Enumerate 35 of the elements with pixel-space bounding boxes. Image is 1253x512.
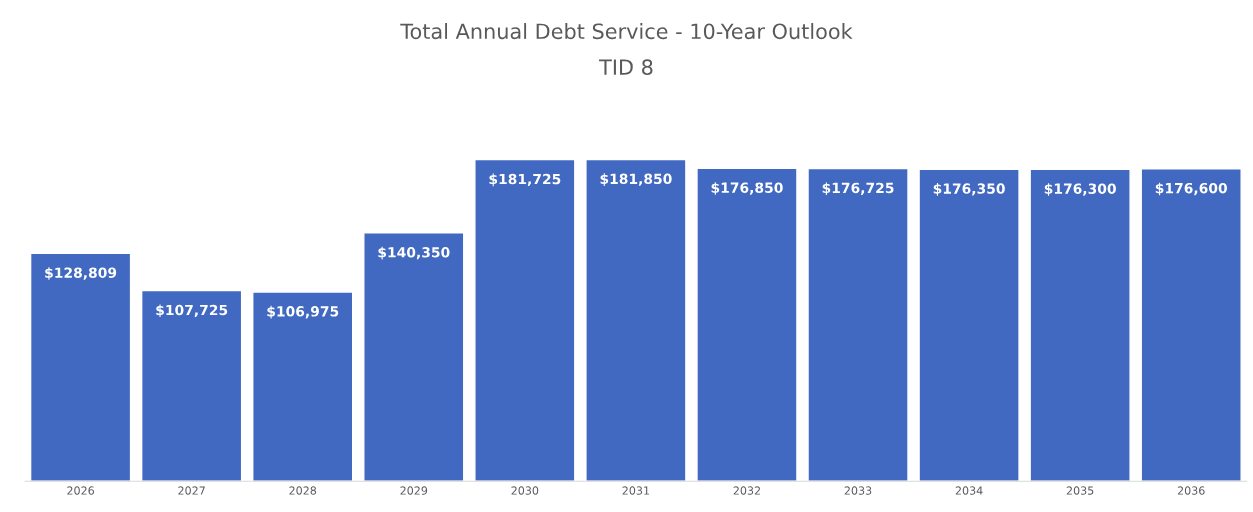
data-label: $181,725 bbox=[489, 173, 561, 187]
data-label: $140,350 bbox=[378, 246, 450, 260]
bar bbox=[696, 167, 798, 482]
bar bbox=[585, 158, 687, 482]
x-tick-label: 2032 bbox=[733, 486, 760, 495]
data-label: $106,975 bbox=[267, 305, 339, 319]
bar bbox=[918, 168, 1020, 482]
bar bbox=[807, 167, 909, 482]
bar bbox=[474, 158, 576, 482]
bar bbox=[1029, 168, 1131, 482]
x-tick-label: 2033 bbox=[844, 486, 872, 495]
data-label: $107,725 bbox=[156, 304, 228, 318]
x-tick-label: 2034 bbox=[955, 486, 983, 495]
x-tick-label: 2030 bbox=[511, 486, 539, 495]
bar bbox=[140, 289, 243, 482]
chart-subtitle: TID 8 bbox=[599, 59, 653, 76]
x-tick-label: 2036 bbox=[1177, 486, 1205, 495]
x-tick-label: 2026 bbox=[67, 486, 95, 495]
bar bbox=[1140, 168, 1242, 482]
data-label: $176,850 bbox=[711, 182, 783, 195]
bar bbox=[363, 232, 465, 482]
chart-title: Total Annual Debt Service - 10-Year Outlook bbox=[400, 23, 853, 40]
data-label: $128,809 bbox=[45, 267, 117, 280]
bar bbox=[252, 291, 354, 482]
x-tick-label: 2029 bbox=[400, 486, 428, 495]
x-tick-label: 2035 bbox=[1066, 486, 1094, 495]
data-label: $176,600 bbox=[1155, 182, 1227, 196]
x-tick-label: 2031 bbox=[622, 486, 650, 495]
data-label: $181,850 bbox=[600, 173, 672, 186]
x-tick-label: 2027 bbox=[178, 486, 205, 495]
x-tick-label: 2028 bbox=[289, 486, 317, 495]
data-label: $176,725 bbox=[822, 182, 894, 196]
data-label: $176,300 bbox=[1044, 183, 1116, 196]
bar bbox=[29, 252, 132, 482]
data-label: $176,350 bbox=[933, 183, 1005, 196]
